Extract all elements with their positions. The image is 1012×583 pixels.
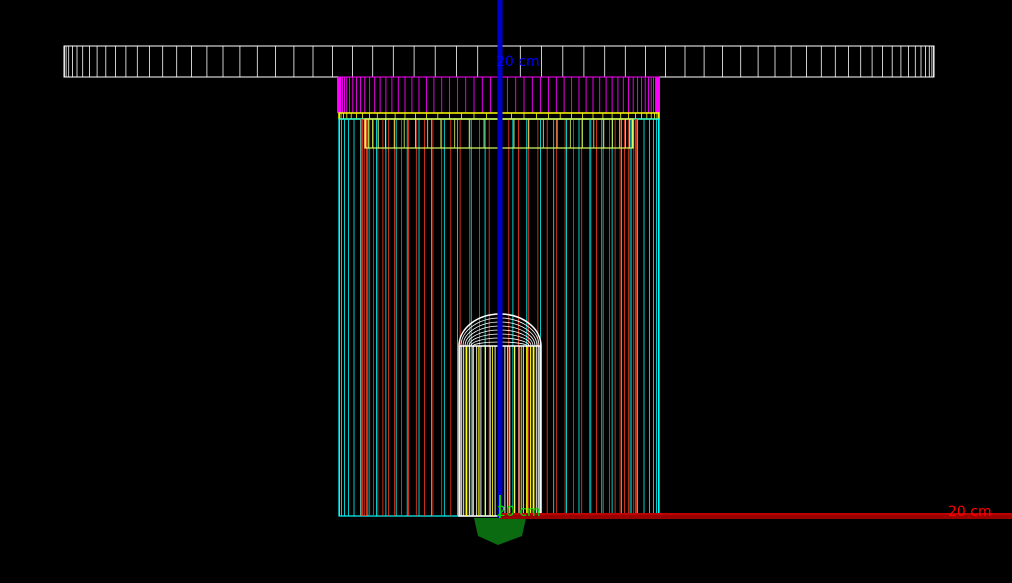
z-axis-label: 20 cm	[496, 54, 540, 70]
green-base	[474, 518, 526, 545]
y-axis-label: 20 cm	[497, 504, 541, 520]
x-axis-label: 20 cm	[948, 504, 992, 520]
red-inner-lines	[360, 119, 638, 516]
magenta-cap	[337, 76, 660, 114]
